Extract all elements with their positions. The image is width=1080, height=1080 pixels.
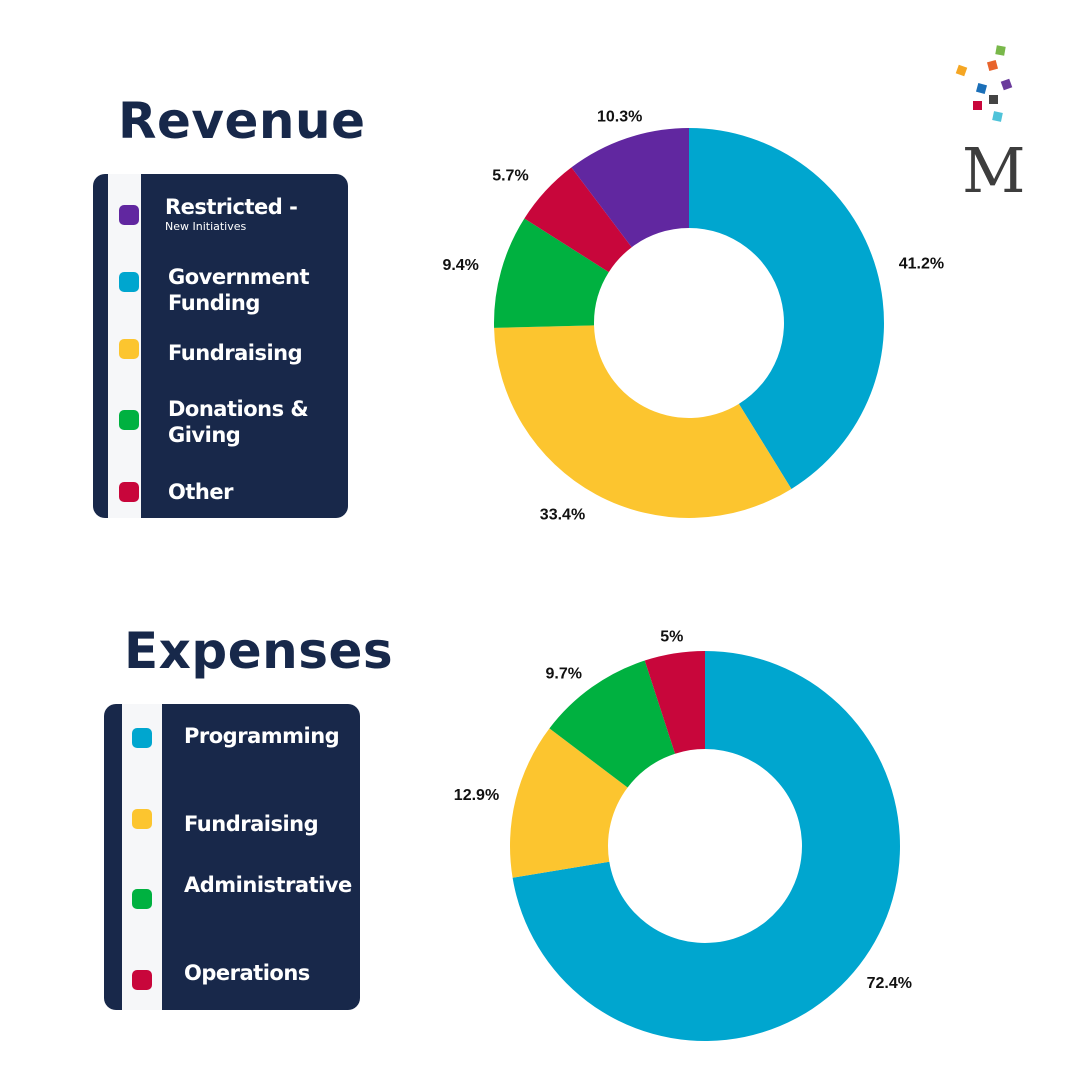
- yellow-square-icon: [132, 809, 152, 829]
- logo-letter: M: [962, 134, 1026, 207]
- legend-strip: [122, 704, 162, 1010]
- confetti-square-icon: [992, 111, 1003, 122]
- confetti-square-icon: [955, 64, 968, 77]
- donut-slice-programming: [512, 651, 900, 1042]
- donut-slice-other: [524, 167, 632, 273]
- green-square-icon: [132, 889, 152, 909]
- red-square-icon: [119, 482, 139, 502]
- donut-slice-donations-giving: [494, 218, 609, 328]
- m-logo: M: [950, 40, 1040, 202]
- legend-label: Donations & Giving: [168, 397, 309, 447]
- legend-label: Administrative: [184, 873, 352, 897]
- legend-label: Restricted - New Initiatives: [165, 195, 298, 233]
- revenue-title: Revenue: [118, 92, 366, 150]
- data-label: 9.4%: [442, 257, 478, 274]
- red-square-icon: [132, 970, 152, 990]
- donut-slice-fundraising: [510, 728, 628, 878]
- data-label: 5%: [660, 629, 683, 646]
- legend-label: Fundraising: [168, 341, 303, 365]
- legend-label: Fundraising: [184, 812, 319, 836]
- revenue-donut-chart: 41.2% 33.4% 9.4% 5.7% 10.3%: [442, 108, 944, 523]
- green-square-icon: [119, 410, 139, 430]
- expenses-donut-chart: 72.4% 12.9% 9.7% 5%: [454, 629, 912, 1042]
- data-label: 72.4%: [867, 975, 912, 992]
- legend-label: Operations: [184, 961, 310, 985]
- blue-square-icon: [119, 272, 139, 292]
- data-label: 12.9%: [454, 787, 499, 804]
- donut-slice-operations: [644, 651, 705, 754]
- legend-sublabel: New Initiatives: [165, 220, 247, 233]
- data-label: 9.7%: [546, 665, 582, 682]
- confetti-square-icon: [975, 82, 988, 95]
- confetti-square-icon: [973, 101, 982, 110]
- donut-slice-government-funding: [689, 128, 885, 489]
- donut-slice-administrative: [549, 660, 676, 788]
- data-label: 5.7%: [492, 167, 528, 184]
- data-label: 33.4%: [540, 507, 585, 524]
- donut-slice-restricted-new-initiatives: [571, 128, 689, 248]
- donut-slice-fundraising: [494, 325, 792, 518]
- yellow-square-icon: [119, 339, 139, 359]
- confetti-square-icon: [995, 45, 1006, 56]
- legend-label: Other: [168, 480, 233, 504]
- expenses-title: Expenses: [124, 622, 394, 680]
- confetti-square-icon: [986, 59, 999, 72]
- expenses-legend: Programming Fundraising Administrative O…: [104, 704, 360, 1010]
- legend-label: Government Funding: [168, 265, 310, 315]
- legend-label: Programming: [184, 724, 340, 748]
- data-label: 10.3%: [597, 108, 642, 125]
- confetti-square-icon: [1000, 78, 1013, 91]
- data-label: 41.2%: [899, 255, 944, 272]
- revenue-legend: Restricted - New Initiatives Government …: [93, 174, 348, 518]
- purple-square-icon: [119, 205, 139, 225]
- blue-square-icon: [132, 728, 152, 748]
- confetti-square-icon: [989, 95, 998, 104]
